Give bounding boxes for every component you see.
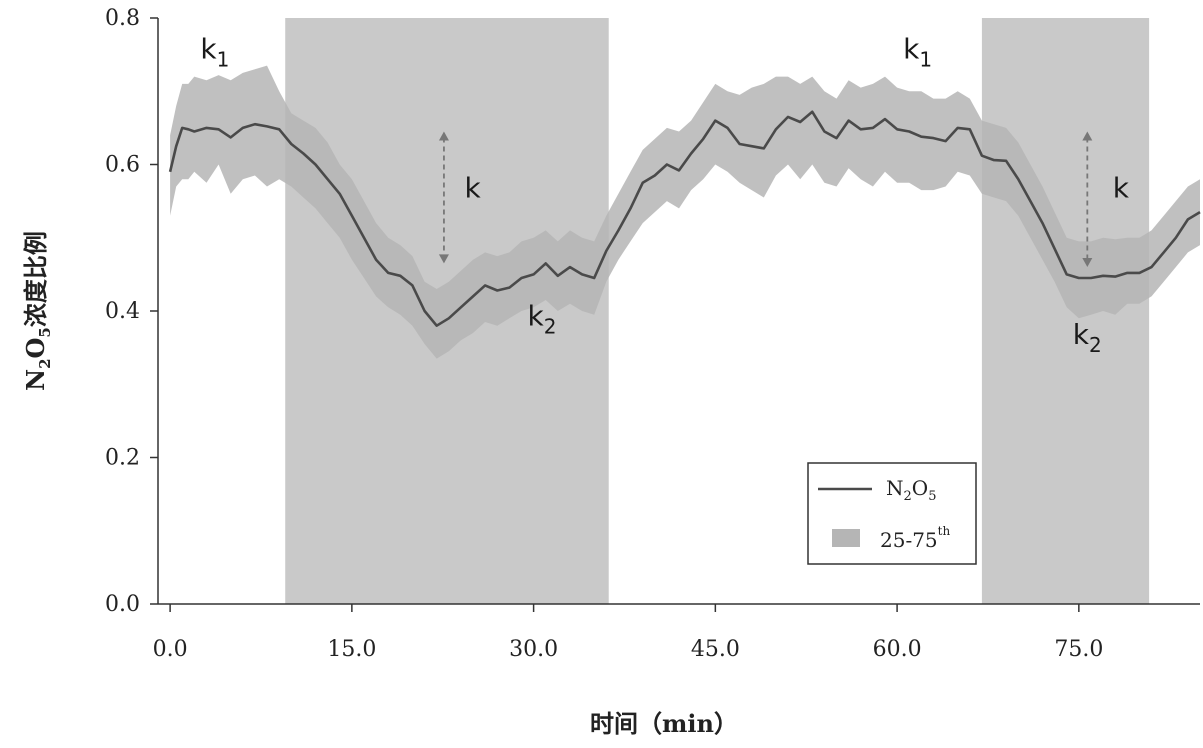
x-tick-label: 30.0 bbox=[509, 637, 558, 662]
k-arrow-head-bottom bbox=[1082, 258, 1093, 268]
y-tick-label: 0.0 bbox=[105, 592, 140, 617]
x-tick-label: 60.0 bbox=[873, 637, 922, 662]
annotation-1: k1 bbox=[903, 32, 932, 71]
annotation-k: k bbox=[903, 32, 920, 65]
y-tick-label: 0.4 bbox=[105, 299, 140, 324]
k-arrow-head-bottom bbox=[438, 254, 449, 264]
y-title-n: N bbox=[21, 369, 50, 391]
x-tick-label: 15.0 bbox=[327, 637, 376, 662]
legend-box bbox=[807, 462, 977, 565]
legend-band-main: 25-75 bbox=[880, 528, 938, 552]
annotation-2: k bbox=[465, 171, 482, 204]
annotation-sub: 1 bbox=[217, 47, 230, 71]
y-title-o-sub: 5 bbox=[36, 327, 54, 337]
legend-label-n2o5: N2O5 bbox=[886, 476, 936, 504]
annotation-k: k bbox=[1073, 318, 1090, 351]
annotation-4: k2 bbox=[528, 300, 557, 339]
x-tick-label: 75.0 bbox=[1054, 637, 1103, 662]
y-title-n-sub: 2 bbox=[36, 358, 54, 368]
band-25-75 bbox=[170, 65, 1201, 359]
annotation-sub: 2 bbox=[544, 315, 557, 339]
annotation-k: k bbox=[465, 171, 482, 204]
k-arrow-1 bbox=[1082, 131, 1093, 268]
shaded-period-1 bbox=[981, 18, 1150, 604]
y-title-o: O bbox=[21, 338, 50, 359]
y-tick-label: 0.8 bbox=[105, 6, 140, 31]
annotation-3: k bbox=[1113, 171, 1130, 204]
series-line-n2o5 bbox=[168, 110, 1201, 327]
k-arrow-head-top bbox=[1082, 131, 1093, 141]
k-arrow-0 bbox=[438, 131, 449, 264]
legend-o-sub: 5 bbox=[928, 489, 936, 504]
annotation-k: k bbox=[528, 300, 545, 333]
y-axis-title: N2O5浓度比例 bbox=[21, 231, 54, 391]
x-axis-title: 时间（min） bbox=[590, 709, 738, 738]
legend: N2O5 25-75th bbox=[807, 462, 977, 565]
legend-o: O bbox=[912, 476, 928, 500]
annotation-5: k2 bbox=[1073, 318, 1102, 357]
annotation-sub: 2 bbox=[1089, 333, 1102, 357]
annotation-k: k bbox=[200, 32, 217, 65]
legend-n: N bbox=[886, 476, 904, 500]
y-tick-label: 0.6 bbox=[105, 153, 140, 178]
legend-n-sub: 2 bbox=[904, 489, 912, 504]
legend-band-sup: th bbox=[938, 524, 951, 538]
y-tick-label: 0.2 bbox=[105, 446, 140, 471]
x-tick-label: 0.0 bbox=[153, 637, 188, 662]
x-tick-label: 45.0 bbox=[691, 637, 740, 662]
k-arrow-head-top bbox=[438, 131, 449, 141]
annotation-sub: 1 bbox=[919, 47, 932, 71]
legend-label-band: 25-75th bbox=[880, 524, 950, 552]
y-title-rest: 浓度比例 bbox=[21, 231, 50, 327]
annotation-k: k bbox=[1113, 171, 1130, 204]
legend-swatch-band bbox=[832, 529, 860, 547]
annotation-0: k1 bbox=[200, 32, 229, 71]
